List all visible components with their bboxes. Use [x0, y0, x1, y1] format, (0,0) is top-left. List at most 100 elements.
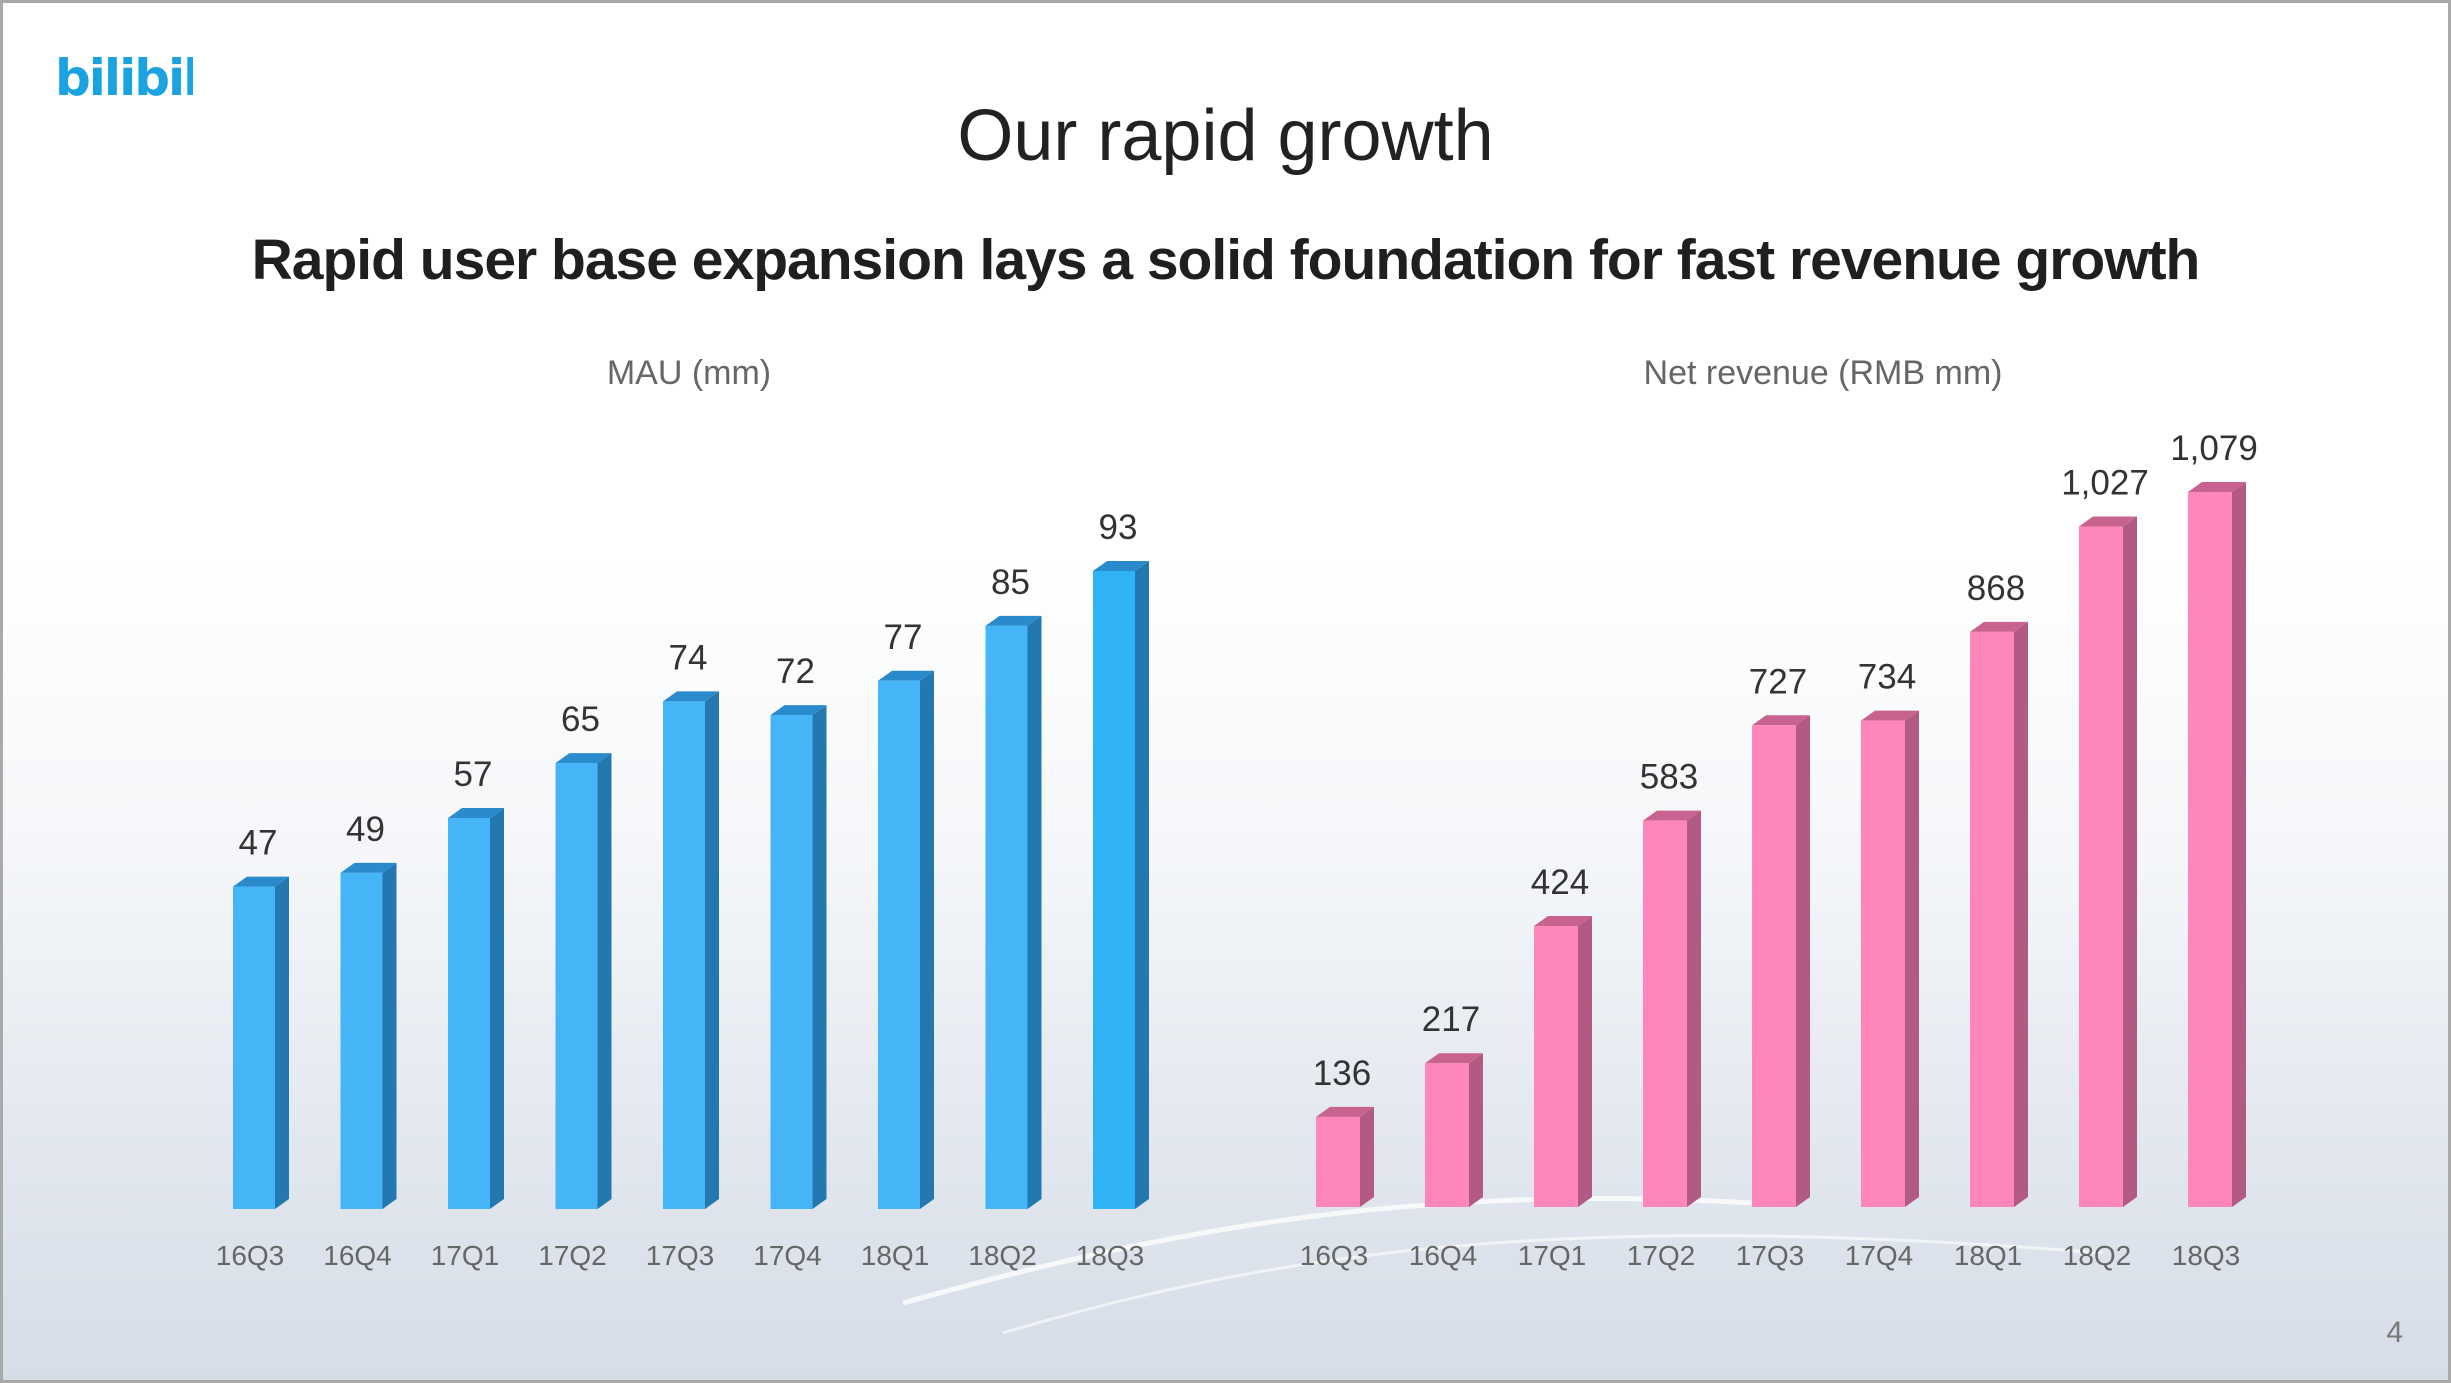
rev-tick-label: 17Q2	[1627, 1240, 1696, 1271]
mau-bar-top	[663, 691, 719, 702]
rev-data-label: 1,079	[2170, 429, 2258, 468]
rev-bar-top	[1534, 916, 1592, 927]
rev-bar-front	[1425, 1063, 1469, 1207]
mau-data-label: 47	[239, 824, 278, 863]
mau-data-label: 77	[884, 618, 923, 657]
rev-bar-top	[1752, 715, 1810, 726]
rev-bar-17Q4: 734 17Q4	[1845, 658, 1919, 1271]
revenue-chart-title: Net revenue (RMB mm)	[1644, 354, 2003, 392]
mau-bar-top	[448, 807, 504, 818]
mau-bar-top	[555, 753, 612, 764]
rev-bar-side	[2014, 621, 2028, 1207]
rev-bar-top	[1643, 810, 1701, 821]
rev-bar-front	[1861, 720, 1905, 1207]
mau-bar-front	[770, 715, 813, 1209]
rev-bar-side	[2232, 482, 2246, 1207]
mau-bar-top	[233, 876, 289, 887]
rev-bar-front	[1643, 820, 1687, 1207]
mau-bar-17Q4: 72 17Q4	[753, 652, 827, 1271]
page-number: 4	[2386, 1316, 2403, 1349]
mau-data-label: 93	[1099, 508, 1138, 547]
rev-bar-side	[1469, 1053, 1483, 1207]
mau-bar-side	[597, 753, 612, 1209]
mau-bar-17Q2: 65 17Q2	[538, 700, 612, 1271]
mau-bar-front	[448, 817, 490, 1209]
rev-tick-label: 18Q1	[1954, 1240, 2023, 1271]
rev-bar-top	[1425, 1053, 1483, 1064]
mau-tick-label: 17Q3	[646, 1240, 715, 1271]
mau-bar-17Q1: 57 17Q1	[431, 755, 504, 1271]
mau-bar-side	[1027, 615, 1042, 1209]
rev-bar-side	[1687, 810, 1701, 1207]
mau-tick-label: 18Q1	[861, 1240, 930, 1271]
rev-data-label: 424	[1531, 863, 1589, 902]
mau-bar-front	[555, 763, 598, 1209]
mau-bar-front	[878, 680, 920, 1209]
page-title: Our rapid growth	[957, 96, 1494, 176]
mau-bar-side	[275, 876, 289, 1209]
rev-bar-18Q3: 1,079 18Q3	[2170, 429, 2258, 1271]
rev-data-label: 217	[1422, 1000, 1480, 1039]
mau-tick-label: 16Q4	[323, 1240, 392, 1271]
rev-bar-front	[1970, 631, 2014, 1207]
mau-data-label: 65	[561, 700, 600, 739]
rev-bar-front	[1534, 926, 1578, 1207]
mau-bar-side	[490, 807, 504, 1209]
mau-bar-18Q3: 93 18Q3	[1076, 508, 1149, 1271]
rev-tick-label: 16Q3	[1300, 1240, 1369, 1271]
mau-data-label: 72	[776, 652, 815, 691]
mau-bar-top	[770, 705, 827, 716]
mau-tick-label: 18Q3	[1076, 1240, 1145, 1271]
mau-bar-side	[812, 705, 827, 1209]
mau-tick-label: 17Q4	[753, 1240, 822, 1271]
rev-tick-label: 18Q3	[2172, 1240, 2241, 1271]
rev-data-label: 868	[1967, 569, 2025, 608]
rev-bar-top	[1316, 1106, 1374, 1117]
rev-tick-label: 17Q1	[1518, 1240, 1587, 1271]
background-swoosh	[902, 1196, 2104, 1335]
rev-tick-label: 16Q4	[1409, 1240, 1478, 1271]
mau-bar-18Q2: 85 18Q2	[968, 563, 1042, 1271]
rev-bar-16Q4: 217 16Q4	[1409, 1000, 1483, 1271]
rev-bar-17Q2: 583 17Q2	[1627, 758, 1701, 1271]
mau-bar-top	[1093, 561, 1149, 571]
rev-bar-top	[2079, 516, 2137, 527]
revenue-bars: 136 16Q3 217 16Q4 424 17Q1 583 17Q2 727 17Q3 734 17…	[1300, 429, 2258, 1271]
mau-bar-top	[878, 670, 934, 681]
mau-bar-side	[920, 670, 934, 1209]
rev-bar-front	[1752, 725, 1796, 1207]
rev-tick-label: 17Q3	[1736, 1240, 1805, 1271]
mau-bar-side	[382, 862, 397, 1209]
charts-area: MAU (mm) 4716Q34916Q45717Q16517Q27417Q37…	[216, 354, 2258, 1271]
rev-tick-label: 18Q2	[2063, 1240, 2132, 1271]
rev-bar-top	[1970, 621, 2028, 632]
mau-data-label: 74	[669, 638, 708, 677]
mau-tick-label: 16Q3	[216, 1240, 285, 1271]
mau-bar-front	[985, 625, 1028, 1209]
rev-bar-front	[2079, 526, 2123, 1207]
mau-chart: MAU (mm) 4716Q34916Q45717Q16517Q27417Q37…	[216, 354, 1149, 1271]
mau-tick-label: 17Q1	[431, 1240, 500, 1271]
rev-data-label: 583	[1640, 758, 1698, 797]
mau-bars: 47 16Q3 49 16Q4 57 17Q1 65 17Q2 74 17Q3 72 17Q4 77 18…	[216, 508, 1149, 1271]
mau-bar-side	[705, 691, 719, 1209]
rev-bar-side	[2123, 516, 2137, 1207]
page-subtitle: Rapid user base expansion lays a solid f…	[251, 228, 2201, 292]
rev-bar-16Q3: 136 16Q3	[1300, 1054, 1374, 1271]
mau-tick-label: 17Q2	[538, 1240, 607, 1271]
mau-bar-top	[340, 862, 397, 873]
rev-bar-top	[2188, 482, 2246, 492]
mau-bar-16Q4: 49 16Q4	[323, 810, 397, 1271]
mau-bar-18Q1: 77 18Q1	[861, 618, 934, 1271]
rev-bar-17Q3: 727 17Q3	[1736, 662, 1810, 1271]
mau-data-label: 57	[454, 755, 493, 794]
mau-bar-16Q3: 47 16Q3	[216, 824, 289, 1271]
mau-tick-label: 18Q2	[968, 1240, 1037, 1271]
mau-bar-17Q3: 74 17Q3	[646, 638, 719, 1271]
rev-bar-front	[1316, 1116, 1360, 1207]
rev-bar-side	[1360, 1106, 1374, 1207]
mau-data-label: 49	[346, 810, 385, 849]
rev-bar-side	[1796, 715, 1810, 1207]
rev-bar-18Q1: 868 18Q1	[1954, 569, 2028, 1271]
